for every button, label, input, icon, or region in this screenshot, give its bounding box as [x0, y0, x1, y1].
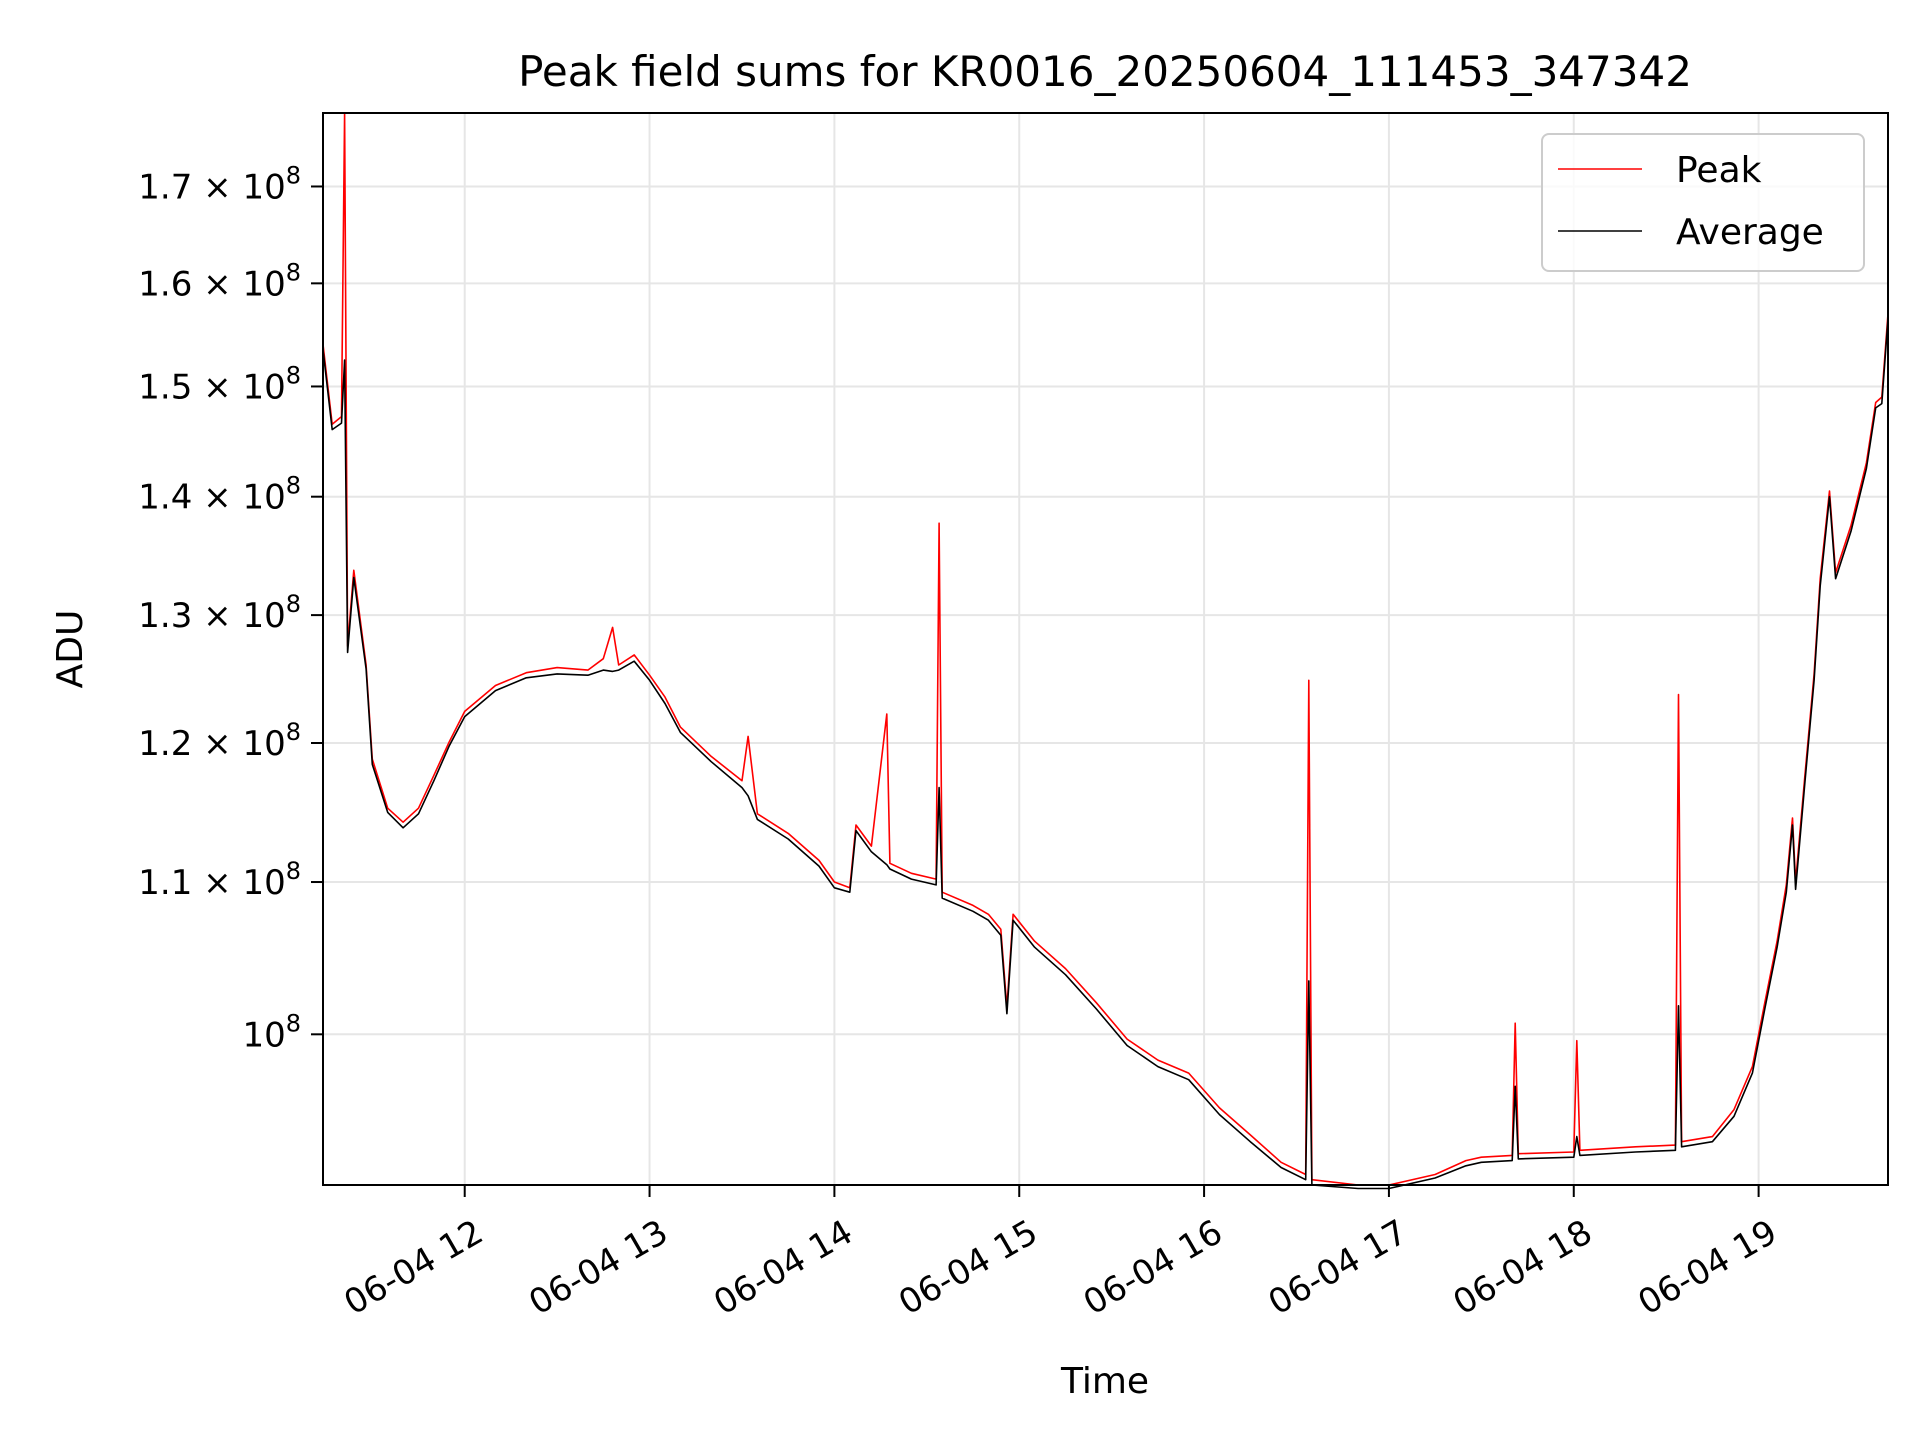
y-tick-label: 1.1 × 108: [138, 857, 301, 903]
y-tick-label: 1.7 × 108: [138, 161, 301, 207]
y-tick-label: 1.5 × 108: [138, 361, 301, 407]
y-tick-label: 1.2 × 108: [138, 718, 301, 764]
y-tick-label: 108: [242, 1009, 301, 1055]
legend-label-average: Average: [1676, 212, 1824, 253]
y-axis-label: ADU: [50, 610, 91, 689]
y-tick-label: 1.3 × 108: [138, 590, 301, 636]
chart-title: Peak field sums for KR0016_20250604_1114…: [518, 47, 1692, 96]
y-axis: 108 1.1 × 108 1.2 × 108 1.3 × 108 1.4 × 108 1…: [138, 161, 323, 1055]
y-tick-label: 1.4 × 108: [138, 472, 301, 518]
x-axis-label: Time: [1060, 1361, 1149, 1402]
series-layer: [322, 112, 1889, 1190]
plot-frame: [322, 112, 1889, 1186]
legend-label-peak: Peak: [1676, 150, 1762, 191]
series-line-peak: [322, 112, 1889, 1186]
y-tick-label: 1.6 × 108: [138, 258, 301, 304]
grid-lines: [323, 113, 1888, 1185]
series-line-average: [322, 318, 1889, 1190]
legend: Peak Average: [1541, 133, 1865, 272]
